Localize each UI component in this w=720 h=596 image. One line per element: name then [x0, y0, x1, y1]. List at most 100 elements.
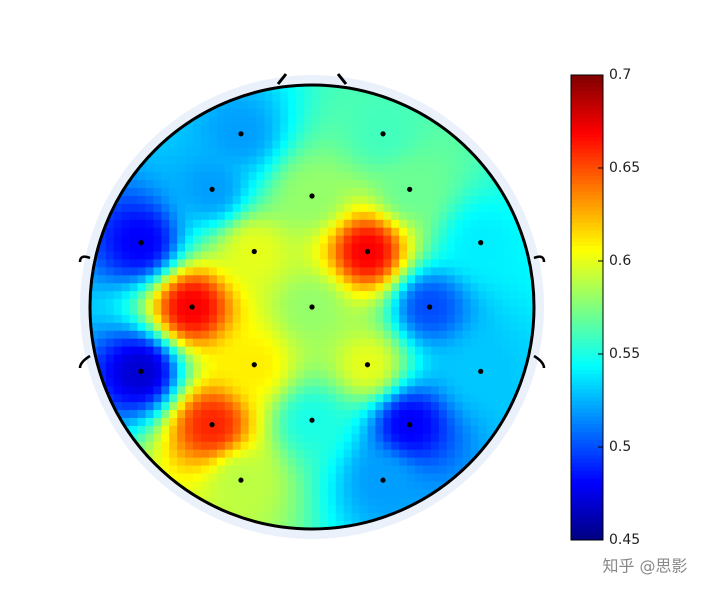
- interpolated-cell: [208, 188, 218, 197]
- interpolated-cell: [280, 489, 289, 498]
- interpolated-cell: [201, 196, 210, 205]
- interpolated-cell: [137, 283, 147, 292]
- interpolated-cell: [319, 418, 329, 427]
- interpolated-cell: [454, 394, 464, 403]
- interpolated-cell: [224, 196, 234, 205]
- interpolated-cell: [486, 259, 495, 268]
- interpolated-cell: [185, 338, 194, 348]
- interpolated-cell: [312, 100, 321, 110]
- interpolated-cell: [145, 394, 155, 403]
- interpolated-cell: [510, 346, 519, 356]
- interpolated-cell: [137, 203, 147, 213]
- interpolated-cell: [438, 449, 448, 459]
- interpolated-cell: [288, 473, 297, 483]
- interpolated-cell: [312, 219, 321, 229]
- interpolated-cell: [359, 505, 369, 514]
- interpolated-cell: [343, 275, 353, 284]
- interpolated-cell: [105, 346, 115, 356]
- interpolated-cell: [327, 410, 337, 419]
- interpolated-cell: [264, 275, 273, 284]
- interpolated-cell: [185, 449, 194, 459]
- colorbar-slice: [571, 160, 603, 165]
- interpolated-cell: [446, 378, 456, 387]
- interpolated-cell: [430, 275, 440, 284]
- interpolated-cell: [351, 314, 361, 324]
- interpolated-cell: [399, 481, 408, 490]
- interpolated-cell: [470, 219, 480, 229]
- interpolated-cell: [137, 235, 147, 245]
- interpolated-cell: [272, 378, 281, 387]
- interpolated-cell: [343, 188, 353, 197]
- interpolated-cell: [391, 196, 400, 205]
- interpolated-cell: [319, 235, 329, 245]
- interpolated-cell: [185, 211, 194, 221]
- interpolated-cell: [304, 148, 313, 157]
- interpolated-cell: [201, 386, 210, 395]
- interpolated-cell: [169, 267, 178, 276]
- interpolated-cell: [208, 425, 218, 435]
- interpolated-cell: [208, 243, 218, 253]
- interpolated-cell: [240, 132, 250, 142]
- interpolated-cell: [296, 180, 305, 189]
- interpolated-cell: [478, 370, 488, 379]
- interpolated-cell: [153, 148, 162, 157]
- interpolated-cell: [129, 283, 139, 292]
- interpolated-cell: [193, 124, 202, 134]
- interpolated-cell: [208, 449, 218, 459]
- interpolated-cell: [438, 132, 448, 142]
- interpolated-cell: [240, 362, 250, 372]
- interpolated-cell: [375, 457, 384, 467]
- interpolated-cell: [502, 251, 511, 261]
- interpolated-cell: [423, 370, 432, 379]
- interpolated-cell: [304, 85, 313, 94]
- interpolated-cell: [296, 330, 305, 340]
- interpolated-cell: [193, 433, 202, 443]
- interpolated-cell: [232, 465, 242, 475]
- interpolated-cell: [446, 354, 456, 364]
- interpolated-cell: [327, 489, 337, 498]
- interpolated-cell: [375, 211, 384, 221]
- interpolated-cell: [319, 457, 329, 467]
- interpolated-cell: [145, 235, 155, 245]
- interpolated-cell: [129, 243, 139, 253]
- colorbar-slice: [571, 129, 603, 134]
- interpolated-cell: [359, 291, 369, 300]
- interpolated-cell: [430, 291, 440, 300]
- interpolated-cell: [430, 299, 440, 308]
- interpolated-cell: [288, 489, 297, 498]
- interpolated-cell: [185, 299, 194, 308]
- interpolated-cell: [105, 299, 115, 308]
- interpolated-cell: [446, 188, 456, 197]
- interpolated-cell: [232, 354, 242, 364]
- interpolated-cell: [296, 394, 305, 403]
- interpolated-cell: [169, 148, 178, 157]
- interpolated-cell: [240, 433, 250, 443]
- interpolated-cell: [208, 132, 218, 142]
- interpolated-cell: [312, 497, 321, 506]
- interpolated-cell: [280, 164, 289, 173]
- interpolated-cell: [462, 410, 472, 419]
- interpolated-cell: [208, 497, 218, 506]
- interpolated-cell: [304, 354, 313, 364]
- interpolated-cell: [304, 267, 313, 276]
- interpolated-cell: [391, 267, 400, 276]
- interpolated-cell: [335, 227, 345, 237]
- interpolated-cell: [446, 322, 456, 332]
- interpolated-cell: [430, 386, 440, 395]
- interpolated-cell: [407, 116, 416, 126]
- interpolated-cell: [486, 211, 495, 221]
- interpolated-cell: [510, 378, 519, 387]
- interpolated-cell: [153, 307, 162, 316]
- interpolated-cell: [129, 219, 139, 229]
- interpolated-cell: [216, 346, 226, 356]
- interpolated-cell: [319, 497, 329, 506]
- interpolated-cell: [145, 314, 155, 324]
- interpolated-cell: [304, 441, 313, 451]
- colorbar-slice: [571, 144, 603, 150]
- interpolated-cell: [438, 394, 448, 403]
- interpolated-cell: [208, 172, 218, 181]
- interpolated-cell: [375, 188, 384, 197]
- interpolated-cell: [288, 465, 297, 475]
- interpolated-cell: [470, 299, 480, 308]
- interpolated-cell: [462, 330, 472, 340]
